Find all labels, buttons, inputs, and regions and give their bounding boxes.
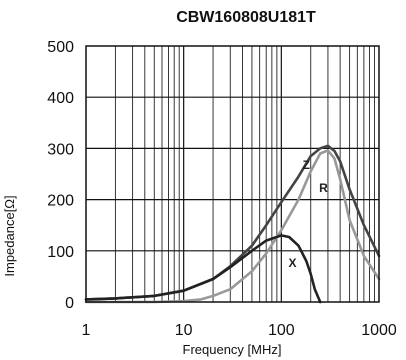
x-tick-label: 1000 <box>361 322 397 339</box>
series-line-x <box>84 234 322 304</box>
y-tick-label: 0 <box>65 295 74 312</box>
y-tick-label: 200 <box>47 193 74 210</box>
y-tick-label: 400 <box>47 90 74 107</box>
series-labels: ZR X <box>288 158 328 270</box>
series-label-z: Z <box>303 158 310 172</box>
y-tick-label: 300 <box>47 141 74 158</box>
series-line-r <box>84 149 381 304</box>
series-lines <box>84 144 381 304</box>
series-line-z <box>84 144 381 301</box>
x-tick-label: 10 <box>175 322 193 339</box>
x-tick-label: 100 <box>268 322 295 339</box>
series-label-x: X <box>288 256 296 270</box>
x-axis-label: Frequency [MHz] <box>183 342 282 357</box>
series-label-r: R <box>319 181 328 195</box>
plot-frame <box>85 45 380 303</box>
y-tick-labels: 0 100 200 300 400 500 <box>47 39 74 312</box>
chart-title: CBW160808U181T <box>176 9 316 26</box>
x-tick-labels: 1 10 100 1000 <box>82 322 397 339</box>
y-axis-label: Impedance[Ω] <box>2 195 17 276</box>
y-tick-label: 100 <box>47 244 74 261</box>
y-tick-label: 500 <box>47 39 74 56</box>
x-tick-label: 1 <box>82 322 91 339</box>
